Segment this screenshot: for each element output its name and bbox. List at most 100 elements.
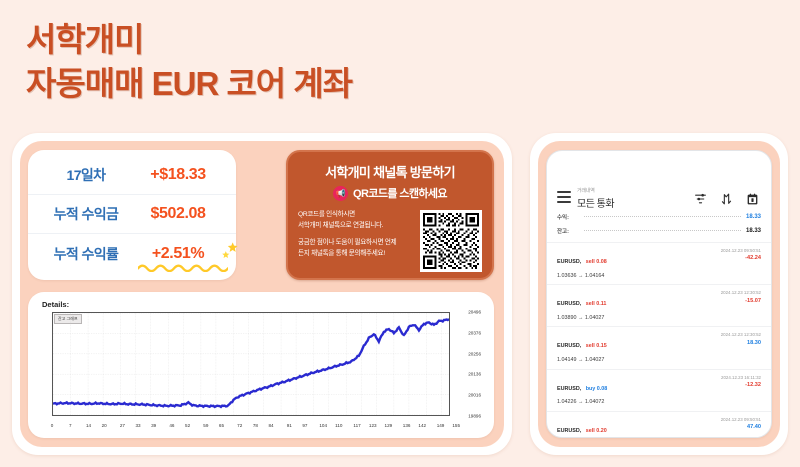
qr-code-image[interactable] bbox=[420, 210, 482, 272]
trade-date: 2024.12.23 09:50:51 bbox=[720, 248, 761, 253]
trade-action: sell 0.15 bbox=[585, 343, 607, 350]
trade-symbol-action: EURUSD, sell 0.08 bbox=[557, 247, 607, 272]
trade-date: 2024.12.23 09:50:51 bbox=[720, 416, 761, 422]
trade-symbol: EURUSD, bbox=[557, 343, 582, 350]
chart-svg bbox=[53, 313, 449, 415]
trade-meta: 2024.12.23 09:50:51 -42.24 bbox=[721, 247, 761, 264]
chart-x-tick: 20 bbox=[101, 423, 107, 428]
trade-history-kicker: 거래내역 bbox=[577, 188, 595, 194]
filter-sort-icon[interactable] bbox=[694, 192, 707, 206]
page-title: 서학개미 자동매매 EUR 코어 계좌 bbox=[26, 18, 353, 106]
trade-profit-loss: 47.40 bbox=[747, 424, 761, 431]
trade-summary-label: 잔고: bbox=[557, 229, 569, 235]
title-line-1: 서학개미 bbox=[26, 21, 144, 58]
stats-row-cumulative-profit: 누적 수익금 $502.08 bbox=[28, 195, 236, 234]
chart-x-tick: 52 bbox=[185, 423, 191, 428]
chart-y-tick: 20256 bbox=[468, 351, 481, 357]
trade-list: EURUSD, sell 0.08 1.03636 → 1.04164 2024.1… bbox=[547, 242, 771, 437]
stats-row-day: 17일차 +$18.33 bbox=[28, 156, 236, 195]
chart-x-tick: 46 bbox=[169, 423, 175, 428]
chart-x-tick: 27 bbox=[119, 423, 125, 428]
trade-symbol-action: EURUSD, sell 0.15 bbox=[557, 331, 607, 356]
stats-label-day: 17일차 bbox=[66, 167, 107, 183]
dotted-leader bbox=[584, 215, 741, 217]
table-row[interactable]: EURUSD, buy 0.08 1.04226 → 1.04072 2024.12… bbox=[547, 368, 771, 411]
trade-summary-row: 수익: 18.33 bbox=[547, 210, 771, 224]
trade-symbol: EURUSD, bbox=[557, 427, 582, 434]
dotted-leader bbox=[584, 229, 741, 231]
trade-prices: 1.03890 → 1.04027 bbox=[557, 314, 605, 321]
chart-x-tick: 7 bbox=[68, 423, 72, 428]
trade-profit-loss: -12.32 bbox=[745, 382, 761, 388]
trade-date: 2024.12.23 12:30:52 bbox=[720, 290, 761, 296]
trade-info: EURUSD, sell 0.11 1.03890 → 1.04027 bbox=[557, 289, 606, 322]
chart-x-tick: 123 bbox=[368, 423, 377, 428]
trade-meta: 2024.12.23 16:11:32 -12.32 bbox=[721, 374, 761, 391]
trade-summary-value: 18.33 bbox=[745, 214, 761, 220]
trade-info: EURUSD, sell 0.08 1.03636 → 1.04164 bbox=[557, 247, 607, 280]
stats-card: 17일차 +$18.33 누적 수익금 $502.08 누적 수익률 +2.51… bbox=[28, 150, 238, 280]
chart-x-tick: 136 bbox=[402, 423, 411, 428]
trade-symbol: EURUSD, bbox=[557, 385, 582, 392]
qr-desc-line-4: 든지 채널톡을 통해 문의해주세요! bbox=[298, 249, 385, 257]
megaphone-icon: 📢 bbox=[333, 185, 349, 201]
chart-x-tick: 97 bbox=[302, 423, 308, 428]
trade-summary-value: 18.33 bbox=[745, 228, 761, 234]
chart-x-tick: 129 bbox=[384, 423, 393, 428]
stats-value-day: +$18.33 bbox=[150, 166, 206, 183]
chart-x-tick: 110 bbox=[335, 423, 343, 428]
chart-x-tick: 155 bbox=[452, 423, 461, 428]
calendar-icon[interactable] bbox=[746, 192, 759, 206]
qr-desc-line-3: 궁금한 점이나 도움이 필요하시면 언제 bbox=[298, 239, 397, 247]
chart-y-tick: 20016 bbox=[468, 392, 481, 398]
chart-x-tick: 33 bbox=[135, 423, 141, 428]
chart-x-tick: 142 bbox=[418, 423, 427, 428]
trade-prices: 1.04226 → 1.04072 bbox=[557, 399, 605, 406]
trade-summary-row: 잔고: 18.33 bbox=[547, 224, 771, 238]
trade-profit-loss: -42.24 bbox=[745, 255, 761, 262]
stats-value-cumulative-profit: $502.08 bbox=[150, 205, 206, 222]
chart-legend: 잔고 그래프 bbox=[54, 314, 82, 324]
chart-x-tick: 117 bbox=[353, 423, 361, 428]
stats-row-cumulative-rate: 누적 수익률 +2.51% bbox=[28, 234, 238, 273]
qr-desc-line-1: QR코드를 인식하시면 bbox=[298, 211, 355, 218]
chart-y-tick: 20376 bbox=[468, 330, 481, 336]
squiggle-underline-icon bbox=[138, 264, 228, 272]
qr-card-subtitle-row: 📢 QR코드를 스캔하세요 bbox=[298, 185, 482, 201]
trade-action: buy 0.08 bbox=[585, 385, 608, 392]
trade-symbol-action: EURUSD, sell 0.11 bbox=[557, 289, 606, 314]
trade-action: sell 0.20 bbox=[585, 427, 607, 434]
table-row[interactable]: EURUSD, sell 0.11 1.03890 → 1.04027 2024.1… bbox=[547, 284, 771, 326]
trade-history-title: 모든 통화 bbox=[577, 199, 615, 210]
trade-prices: 1.04149 → 1.04027 bbox=[557, 357, 605, 364]
trade-action: sell 0.08 bbox=[585, 259, 607, 265]
sort-arrows-icon[interactable] bbox=[720, 192, 733, 206]
details-label: Details: bbox=[42, 300, 70, 309]
qr-code-svg bbox=[423, 213, 479, 269]
trade-symbol: EURUSD, bbox=[557, 259, 582, 265]
qr-card-title: 서학개미 채널톡 방문하기 bbox=[325, 165, 455, 180]
stats-value-cumulative-rate: +2.51% bbox=[132, 241, 238, 272]
chart-x-tick: 39 bbox=[151, 423, 157, 428]
table-row[interactable]: EURUSD, sell 0.201.04401 → 1.04164 2024.1… bbox=[547, 410, 771, 437]
chart-plot-area: 잔고 그래프 bbox=[52, 312, 450, 416]
stats-value-rate-text: +2.51% bbox=[151, 244, 205, 262]
sparkle-stars-icon bbox=[222, 241, 238, 258]
trade-meta: 2024.12.23 12:30:52 -15.07 bbox=[721, 289, 761, 306]
trade-date: 2024.12.23 12:30:52 bbox=[720, 332, 761, 338]
trade-info: EURUSD, sell 0.15 1.04149 → 1.04027 bbox=[557, 331, 607, 364]
trade-symbol: EURUSD, bbox=[557, 301, 582, 308]
chart-x-tick: 104 bbox=[319, 423, 328, 428]
stats-label-cumulative-rate: 누적 수익률 bbox=[53, 245, 119, 262]
trade-date: 2024.12.23 16:11:32 bbox=[721, 374, 761, 380]
trade-summary-label: 수익: bbox=[557, 215, 569, 221]
table-row[interactable]: EURUSD, sell 0.08 1.03636 → 1.04164 2024.1… bbox=[547, 242, 771, 284]
channel-talk-qr-card[interactable]: 서학개미 채널톡 방문하기 📢 QR코드를 스캔하세요 QR코드를 인식하시면 … bbox=[286, 150, 494, 280]
trade-history-titles: 거래내역 모든 통화 bbox=[577, 187, 694, 210]
table-row[interactable]: EURUSD, sell 0.15 1.04149 → 1.04027 2024.1… bbox=[547, 326, 771, 368]
chart-x-tick: 149 bbox=[436, 423, 445, 428]
chart-y-tick: 19896 bbox=[468, 413, 481, 419]
hamburger-menu-icon[interactable] bbox=[557, 191, 571, 206]
